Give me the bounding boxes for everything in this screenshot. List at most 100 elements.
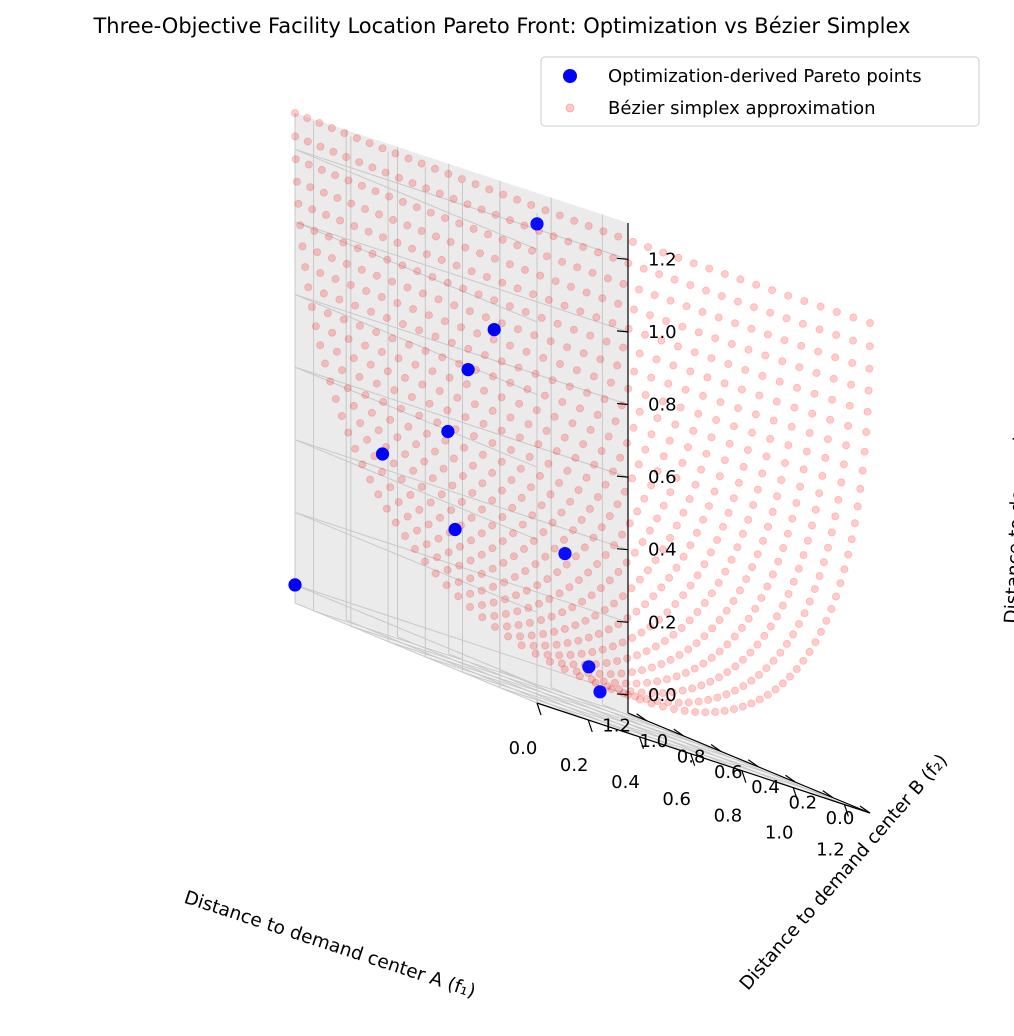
- bezier-point-300: [546, 657, 555, 666]
- bezier-point-92: [372, 271, 381, 280]
- bezier-point-624: [686, 581, 695, 590]
- bezier-point-41: [335, 295, 344, 304]
- bezier-point-191: [431, 232, 440, 241]
- y-tick-0: [859, 805, 871, 814]
- bezier-point-810: [805, 428, 814, 437]
- bezier-point-341: [524, 420, 533, 429]
- bezier-point-215: [446, 237, 455, 246]
- bezier-point-710: [755, 695, 764, 704]
- bezier-point-306: [520, 544, 529, 553]
- bezier-point-495: [596, 355, 605, 364]
- bezier-point-321: [533, 581, 542, 590]
- bezier-point-508: [618, 530, 627, 539]
- bezier-point-126: [393, 238, 402, 247]
- bezier-point-337: [525, 452, 534, 461]
- bezier-point-332: [528, 511, 537, 520]
- bezier-point-733: [736, 275, 745, 284]
- bezier-point-675: [713, 536, 722, 545]
- bezier-point-429: [587, 591, 596, 600]
- bezier-point-25: [317, 165, 326, 174]
- bezier-point-1: [291, 132, 300, 141]
- bezier-point-799: [811, 638, 820, 647]
- bezier-point-229: [489, 598, 498, 607]
- bezier-point-478: [623, 654, 632, 663]
- pareto-point-1: [487, 323, 501, 337]
- bezier-point-761: [761, 351, 770, 360]
- bezier-point-619: [659, 248, 668, 257]
- bezier-point-522: [608, 319, 617, 328]
- grid-y-floor-3: [425, 656, 759, 768]
- bezier-point-479: [627, 668, 636, 677]
- back-wall-pane: [295, 113, 628, 713]
- x-tick-label-4: 0.8: [714, 806, 743, 827]
- bezier-point-640: [684, 443, 693, 452]
- bezier-point-366: [553, 568, 562, 577]
- bezier-point-679: [703, 373, 712, 382]
- bezier-point-445: [576, 404, 585, 413]
- bezier-point-473: [610, 599, 619, 608]
- bezier-point-418: [551, 277, 560, 286]
- bezier-point-573: [678, 686, 687, 695]
- bezier-point-610: [655, 270, 664, 279]
- bezier-point-351: [572, 667, 581, 676]
- bezier-point-828: [823, 435, 832, 444]
- bezier-point-46: [351, 444, 360, 453]
- bezier-point-198: [437, 255, 446, 264]
- bezier-point-554: [649, 592, 658, 601]
- bezier-point-613: [697, 681, 706, 690]
- bezier-point-221: [468, 488, 477, 497]
- bezier-point-266: [471, 180, 480, 189]
- bezier-point-815: [810, 389, 819, 398]
- bezier-point-167: [454, 592, 463, 601]
- bezier-point-538: [628, 474, 637, 483]
- bezier-point-372: [527, 200, 536, 209]
- bezier-point-308: [541, 641, 550, 650]
- bezier-point-86: [386, 483, 395, 492]
- bezier-point-746: [763, 582, 772, 591]
- bezier-point-540: [619, 343, 628, 352]
- grid-y-floor-4: [387, 641, 722, 752]
- bezier-point-796: [796, 482, 805, 491]
- bezier-point-664: [723, 668, 732, 677]
- bezier-point-231: [477, 529, 486, 538]
- bezier-point-739: [748, 428, 757, 437]
- bezier-point-357: [534, 440, 543, 449]
- bezier-point-750: [758, 469, 767, 478]
- bezier-point-237: [504, 632, 513, 641]
- bezier-point-365: [530, 331, 539, 340]
- bezier-point-34: [337, 411, 346, 420]
- bezier-point-688: [719, 522, 728, 531]
- bezier-point-859: [865, 342, 874, 351]
- bezier-point-555: [674, 698, 683, 707]
- bezier-point-184: [426, 208, 435, 217]
- bezier-point-773: [768, 286, 777, 295]
- bezier-point-784: [788, 514, 797, 523]
- bezier-point-301: [521, 567, 530, 576]
- bezier-point-409: [575, 576, 584, 585]
- bezier-point-492: [592, 313, 601, 322]
- bezier-point-766: [763, 330, 772, 339]
- bezier-point-650: [708, 624, 717, 633]
- grid-z-left-5: [294, 221, 538, 323]
- bezier-point-641: [720, 706, 729, 715]
- bezier-point-375: [542, 426, 551, 435]
- bezier-point-288: [497, 426, 506, 435]
- bezier-point-48: [344, 335, 353, 344]
- bezier-point-537: [641, 600, 650, 609]
- x-tick-1: [587, 719, 593, 733]
- bezier-point-723: [731, 319, 740, 328]
- bezier-point-43: [343, 384, 352, 393]
- bezier-point-720: [753, 640, 762, 649]
- bezier-point-755: [773, 612, 782, 621]
- bezier-point-759: [786, 672, 795, 681]
- bezier-point-623: [671, 420, 680, 429]
- bezier-point-90: [379, 397, 388, 406]
- bezier-point-255: [473, 329, 482, 338]
- bezier-point-168: [437, 490, 446, 499]
- bezier-point-18: [313, 248, 322, 257]
- z-tick-6: [616, 257, 629, 260]
- bezier-point-165: [444, 548, 453, 557]
- bezier-point-602: [701, 708, 710, 717]
- grid-z-left-2: [294, 439, 538, 541]
- bezier-point-145: [432, 553, 441, 562]
